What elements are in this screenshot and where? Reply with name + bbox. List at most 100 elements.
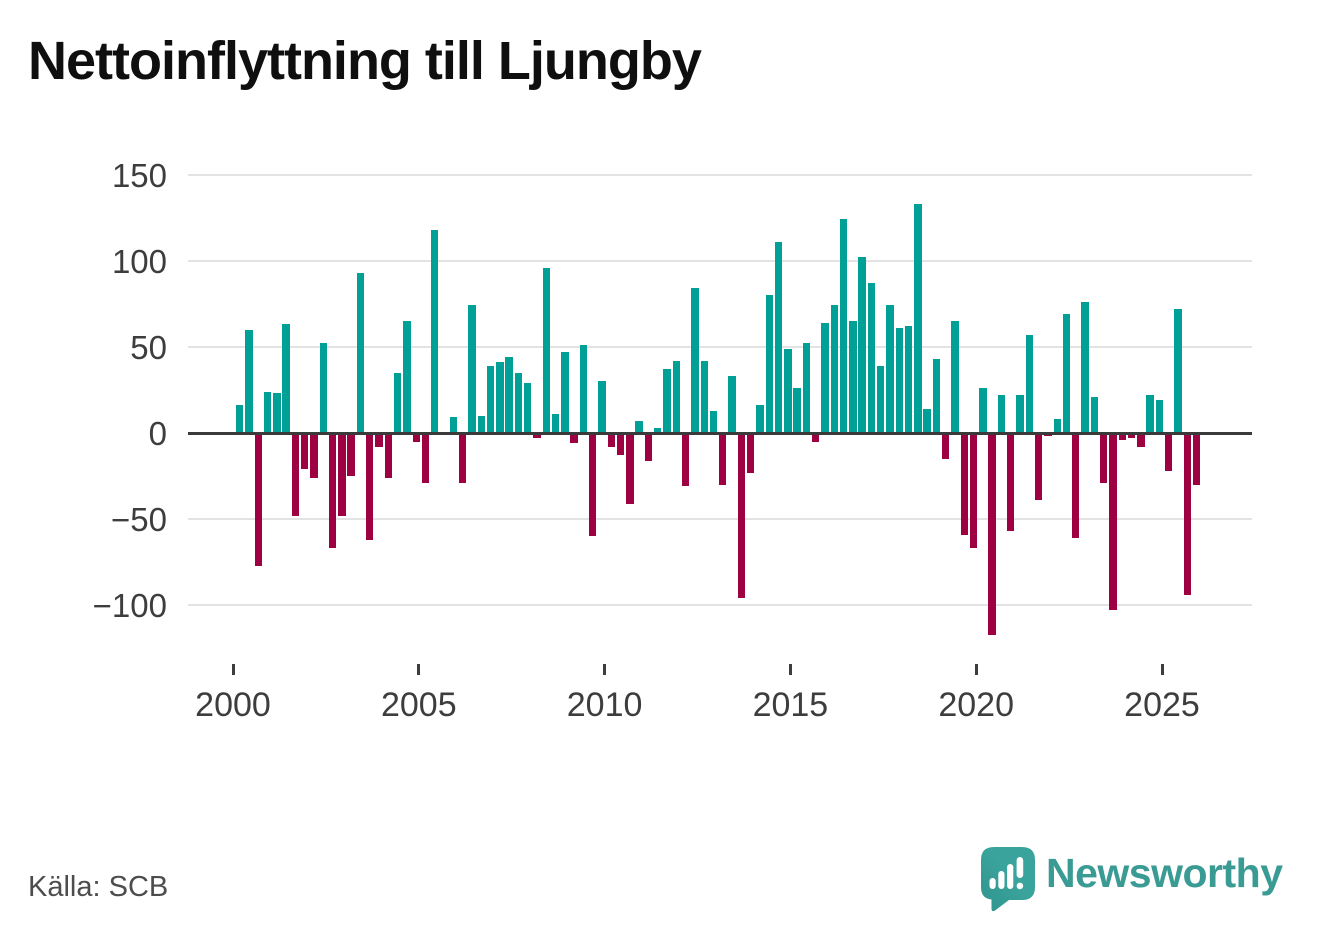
x-tick bbox=[231, 664, 235, 675]
bar-positive bbox=[793, 388, 801, 433]
x-tick-label: 2025 bbox=[1124, 686, 1200, 724]
speech-bubble-bar-chart-icon bbox=[978, 846, 1038, 917]
bar-negative bbox=[737, 433, 746, 599]
bar-negative bbox=[746, 433, 755, 473]
bar-negative bbox=[1127, 433, 1136, 439]
bar-negative bbox=[988, 433, 996, 635]
bar-negative bbox=[458, 433, 467, 483]
bar-positive bbox=[672, 360, 681, 433]
bar-negative bbox=[1165, 433, 1173, 471]
bar-negative bbox=[421, 433, 430, 483]
bar-negative bbox=[942, 433, 950, 459]
y-tick-label: 50 bbox=[130, 328, 167, 366]
bar-positive bbox=[542, 267, 550, 433]
bar-positive bbox=[849, 321, 857, 433]
bar-positive bbox=[486, 365, 495, 433]
bar-negative bbox=[412, 433, 420, 442]
bar-positive bbox=[821, 322, 829, 433]
bar-negative bbox=[644, 433, 653, 461]
bar-positive bbox=[839, 219, 848, 433]
bar-positive bbox=[951, 321, 959, 433]
bar-negative bbox=[960, 433, 968, 535]
bar-negative bbox=[969, 433, 978, 549]
bar-positive bbox=[802, 343, 811, 433]
bar-positive bbox=[997, 395, 1006, 433]
gridline bbox=[188, 604, 1252, 607]
bar-positive bbox=[756, 405, 764, 433]
bar-positive bbox=[765, 295, 773, 433]
bar-positive bbox=[1081, 302, 1089, 433]
bar-positive bbox=[867, 283, 876, 433]
bar-negative bbox=[1044, 433, 1052, 437]
bar-negative bbox=[533, 433, 541, 439]
bar-negative bbox=[366, 433, 374, 540]
brand-name: Newsworthy bbox=[1046, 850, 1283, 896]
bar-positive bbox=[431, 229, 439, 433]
bar-positive bbox=[904, 326, 913, 433]
bar-positive bbox=[273, 393, 281, 433]
bar-positive bbox=[1174, 308, 1182, 433]
x-tick-label: 2020 bbox=[938, 686, 1014, 724]
x-tick-label: 2010 bbox=[566, 686, 643, 724]
newsworthy-logo: Newsworthy bbox=[978, 844, 1298, 912]
x-tick bbox=[1160, 664, 1164, 675]
bar-positive bbox=[663, 369, 671, 433]
x-tick-label: 2015 bbox=[752, 686, 829, 724]
bar-positive bbox=[477, 415, 485, 433]
bar-positive bbox=[551, 414, 560, 433]
bar-positive bbox=[245, 329, 253, 433]
bar-positive bbox=[979, 388, 987, 433]
bar-negative bbox=[338, 433, 346, 516]
bar-positive bbox=[393, 372, 402, 433]
bar-positive bbox=[1155, 400, 1164, 433]
gridline bbox=[188, 345, 1252, 348]
bar-negative bbox=[254, 433, 262, 566]
y-tick-label: −50 bbox=[111, 501, 167, 539]
x-tick bbox=[417, 664, 421, 675]
bar-positive bbox=[1053, 419, 1061, 433]
bar-positive bbox=[523, 383, 532, 433]
y-tick-label: 100 bbox=[111, 242, 167, 280]
bar-positive bbox=[263, 391, 272, 433]
bar-negative bbox=[1007, 433, 1015, 532]
bar-positive bbox=[691, 288, 699, 433]
bar-negative bbox=[589, 433, 597, 537]
bar-positive bbox=[561, 352, 569, 433]
zero-axis-line bbox=[188, 431, 1252, 435]
bar-positive bbox=[932, 358, 941, 433]
bar-positive bbox=[496, 362, 504, 433]
page-title: Nettoinflyttning till Ljungby bbox=[28, 31, 702, 91]
bar-positive bbox=[468, 305, 476, 433]
bar-positive bbox=[709, 410, 718, 433]
bar-positive bbox=[598, 381, 606, 433]
y-tick-label: 150 bbox=[111, 156, 167, 194]
bar-positive bbox=[635, 420, 643, 433]
bar-positive bbox=[1062, 314, 1071, 433]
bar-negative bbox=[1118, 433, 1126, 440]
bar-negative bbox=[1183, 433, 1191, 595]
bar-negative bbox=[570, 433, 578, 444]
bar-positive bbox=[728, 376, 736, 433]
bar-positive bbox=[505, 357, 513, 433]
bar-positive bbox=[403, 321, 411, 433]
bar-positive bbox=[700, 360, 708, 433]
bar-negative bbox=[328, 433, 337, 549]
gridline bbox=[188, 259, 1252, 262]
bar-negative bbox=[301, 433, 309, 470]
bar-positive bbox=[877, 365, 885, 433]
x-tick-label: 2005 bbox=[380, 686, 457, 724]
y-tick-label: 0 bbox=[148, 415, 167, 452]
bar-negative bbox=[607, 433, 615, 447]
bar-negative bbox=[811, 433, 820, 442]
bar-positive bbox=[1090, 396, 1099, 433]
bar-positive bbox=[858, 257, 866, 433]
x-tick bbox=[974, 664, 978, 675]
bar-negative bbox=[310, 433, 318, 478]
bar-positive bbox=[914, 203, 922, 433]
bar-negative bbox=[1109, 433, 1117, 611]
bar-positive bbox=[654, 427, 662, 433]
bar-negative bbox=[384, 433, 393, 478]
bar-negative bbox=[1099, 433, 1108, 483]
